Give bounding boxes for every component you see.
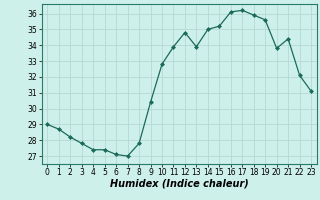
X-axis label: Humidex (Indice chaleur): Humidex (Indice chaleur) xyxy=(110,179,249,189)
